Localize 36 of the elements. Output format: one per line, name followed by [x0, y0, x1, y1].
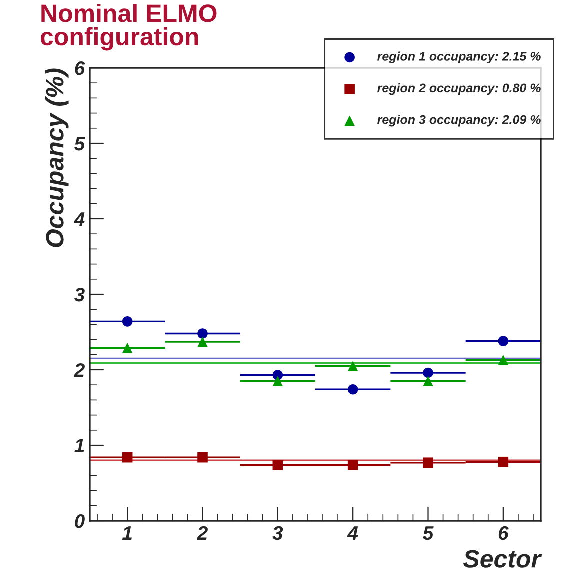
point [498, 456, 509, 468]
x-tick-label: 3 [272, 526, 284, 540]
x-tick-label: 4 [347, 526, 358, 540]
x-axis-title: Sector [464, 550, 542, 568]
y-tick-label: 6 [75, 61, 86, 76]
x-tick-label: 5 [423, 526, 434, 540]
legend-label: region 1 occupancy: 2.15 % [378, 52, 541, 64]
y-tick-label: 4 [74, 212, 85, 226]
point [122, 316, 133, 327]
point [348, 384, 358, 395]
y-tick-label: 5 [74, 137, 86, 151]
point [272, 376, 284, 386]
y-axis-title: Occupancy (%) [45, 68, 69, 248]
point [423, 376, 434, 386]
point [498, 336, 509, 346]
point [122, 342, 133, 354]
point [122, 452, 133, 463]
x-tick-label: 1 [122, 526, 132, 540]
x-tick-label: 6 [498, 526, 509, 540]
point [423, 458, 434, 468]
y-tick-label: 1 [74, 439, 84, 453]
x-tick-label: 2 [197, 526, 208, 540]
point [198, 452, 208, 463]
y-tick-label: 0 [75, 514, 85, 528]
point [348, 460, 358, 470]
legend-label: region 2 occupancy: 0.80 % [378, 83, 541, 96]
point [498, 355, 509, 366]
point [348, 361, 358, 372]
point [272, 460, 284, 470]
legend-label: region 3 occupancy: 2.09 % [378, 115, 541, 127]
point [198, 328, 208, 339]
y-tick-label: 2 [74, 363, 85, 378]
point [423, 368, 434, 378]
chart-title: Nominal ELMO configuration [40, 4, 217, 51]
y-tick-label: 3 [74, 288, 85, 302]
point [198, 336, 208, 348]
